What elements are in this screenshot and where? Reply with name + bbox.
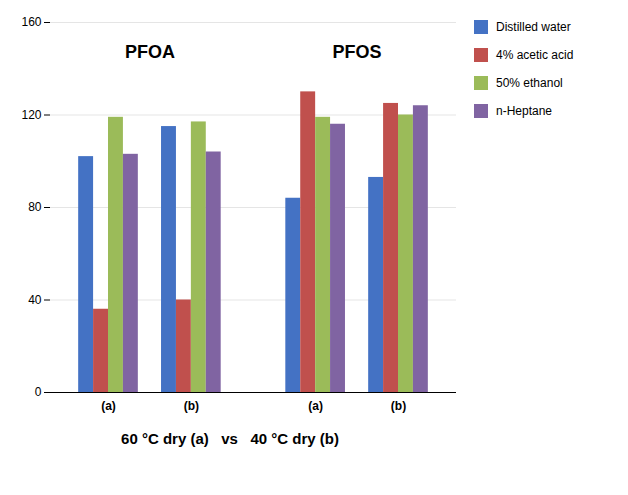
html-text:n-Heptane: n-Heptane bbox=[496, 104, 552, 118]
svg-text:(a): (a) bbox=[308, 399, 323, 413]
svg-text:(a): (a) bbox=[101, 399, 116, 413]
html-text:4% acetic acid: 4% acetic acid bbox=[496, 48, 574, 62]
html-text:60 °C dry (a) vs 40 °C dry (b): 60 °C dry (a) vs 40 °C dry (b) bbox=[121, 430, 339, 447]
svg-text:PFOS: PFOS bbox=[333, 42, 382, 62]
svg-text:(b): (b) bbox=[391, 399, 406, 413]
svg-text:120: 120 bbox=[21, 108, 41, 122]
svg-text:80: 80 bbox=[28, 200, 42, 214]
html-text:50% ethanol: 50% ethanol bbox=[496, 76, 563, 90]
svg-text:160: 160 bbox=[21, 15, 41, 29]
svg-text:0: 0 bbox=[35, 385, 42, 399]
html-text:Distilled water: Distilled water bbox=[496, 20, 571, 34]
svg-text:40: 40 bbox=[28, 293, 42, 307]
svg-text:PFOA: PFOA bbox=[125, 42, 175, 62]
svg-text:(b): (b) bbox=[184, 399, 199, 413]
